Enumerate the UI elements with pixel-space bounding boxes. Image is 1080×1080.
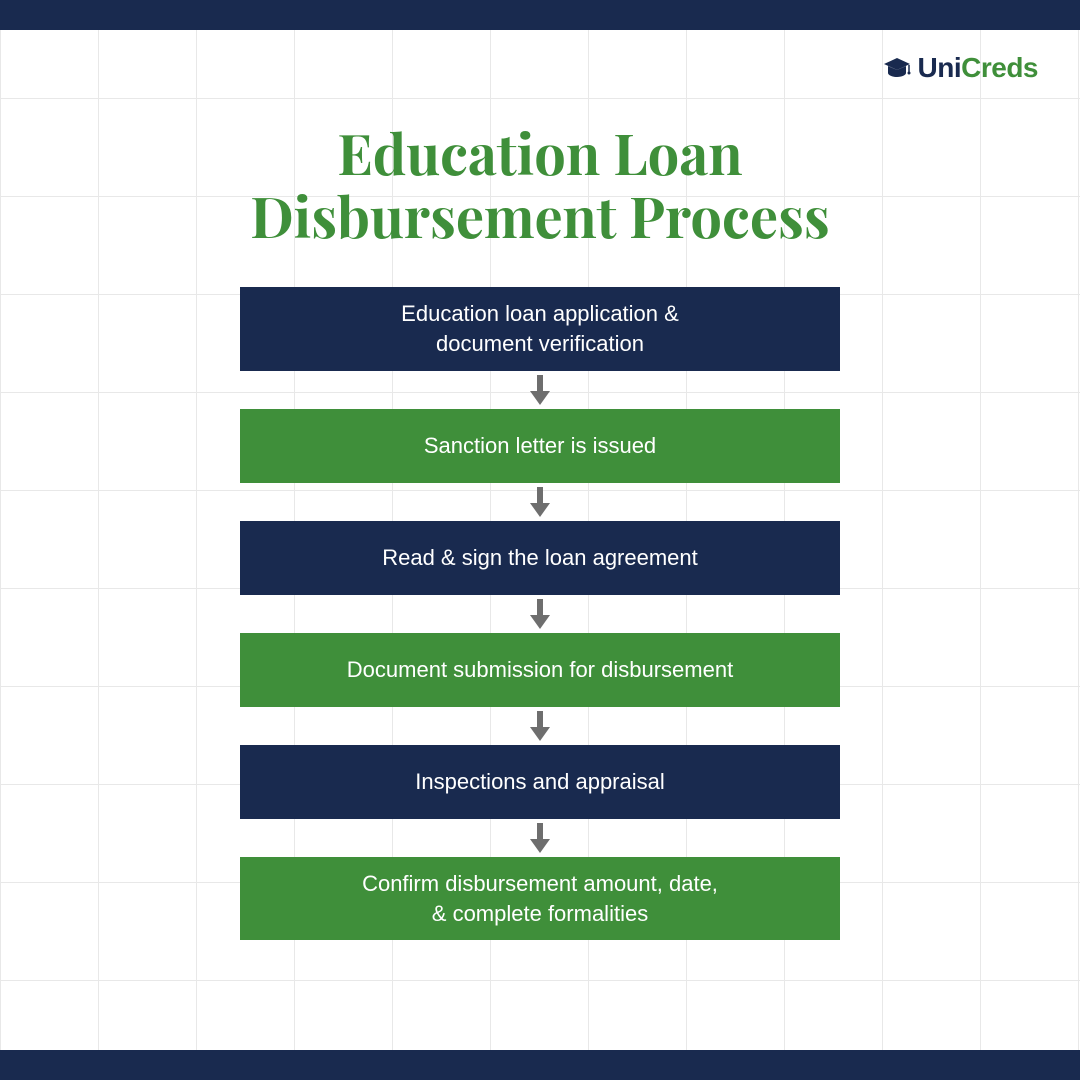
brand-logo: UniCreds (882, 52, 1038, 84)
page-title: Education Loan Disbursement Process (250, 122, 830, 247)
flow-step: Read & sign the loan agreement (240, 521, 840, 595)
flow-step: Document submission for disbursement (240, 633, 840, 707)
arrow-down-icon (529, 823, 551, 853)
flow-step: Sanction letter is issued (240, 409, 840, 483)
bottom-bar (0, 1050, 1080, 1080)
arrow-down-icon (529, 375, 551, 405)
brand-uni: Uni (918, 52, 962, 83)
flowchart: Education loan application &document ver… (240, 287, 840, 940)
brand-creds: Creds (961, 52, 1038, 83)
flow-step: Inspections and appraisal (240, 745, 840, 819)
graduation-cap-icon (882, 56, 912, 80)
arrow-down-icon (529, 599, 551, 629)
flow-step: Education loan application &document ver… (240, 287, 840, 370)
arrow-down-icon (529, 711, 551, 741)
brand-text: UniCreds (918, 52, 1038, 84)
title-line-2: Disbursement Process (250, 178, 830, 253)
arrow-down-icon (529, 487, 551, 517)
flow-step: Confirm disbursement amount, date,& comp… (240, 857, 840, 940)
content: Education Loan Disbursement Process Educ… (0, 0, 1080, 940)
